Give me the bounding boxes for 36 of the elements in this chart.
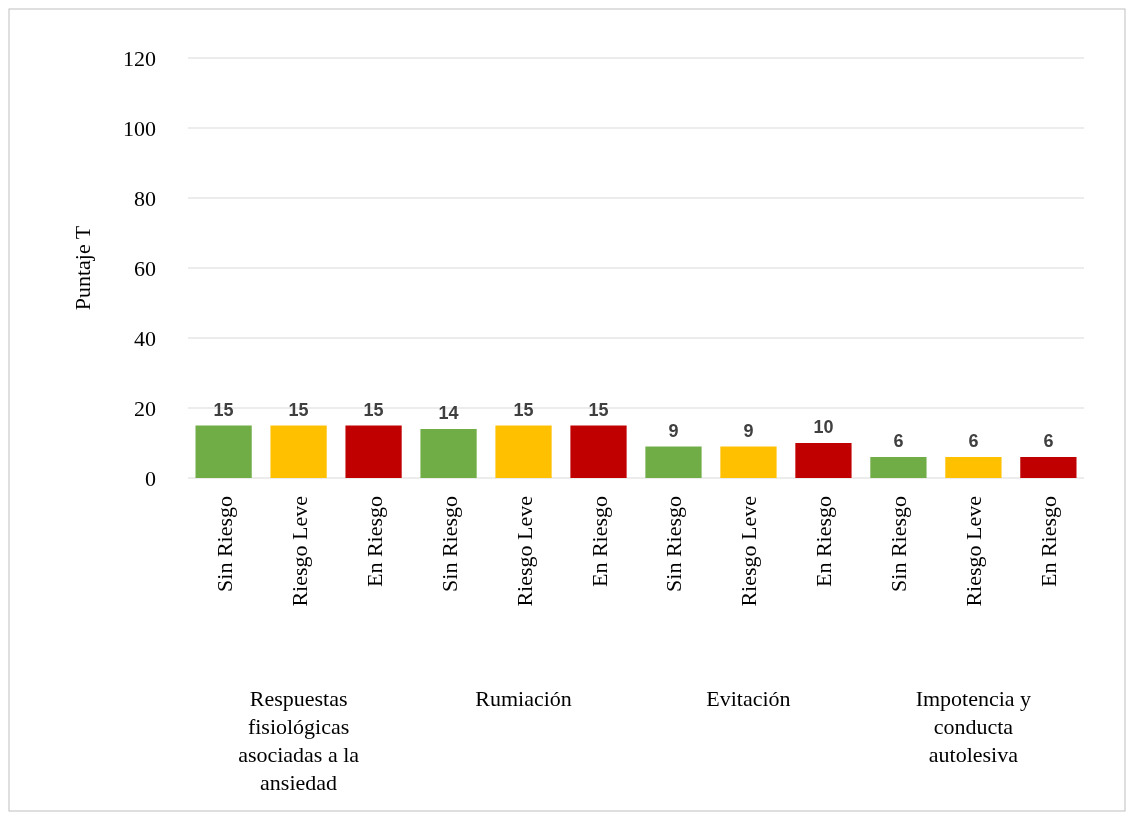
text: Respuestas fisiológicas asociadas a la ansiedad xyxy=(238,686,360,795)
y-axis-title: Puntaje T xyxy=(70,225,95,311)
data-label: 15 xyxy=(288,399,309,420)
y-tick-label: 120 xyxy=(123,45,156,71)
data-label: 14 xyxy=(438,403,459,423)
x-tick-label: En Riesgo xyxy=(361,496,387,588)
text: Evitación xyxy=(706,686,791,711)
data-label: 6 xyxy=(968,431,979,451)
text: Rumiación xyxy=(475,686,572,711)
y-tick-label: 20 xyxy=(134,395,156,421)
y-tick-label: 60 xyxy=(134,255,156,281)
x-tick-label: En Riesgo xyxy=(586,496,612,588)
x-tick-label: Sin Riesgo xyxy=(661,496,687,592)
x-tick-label: Riesgo Leve xyxy=(286,496,312,607)
data-label: 6 xyxy=(1043,431,1054,451)
data-label: 6 xyxy=(893,431,904,451)
x-tick-label: En Riesgo xyxy=(1036,496,1062,588)
data-label: 15 xyxy=(363,399,384,420)
y-tick-label: 100 xyxy=(123,115,156,141)
data-label: 9 xyxy=(743,420,754,441)
data-label: 15 xyxy=(513,399,534,420)
data-label: 15 xyxy=(588,399,609,420)
y-tick-label: 0 xyxy=(145,465,156,491)
x-tick-label: Sin Riesgo xyxy=(436,496,462,592)
y-tick-label: 40 xyxy=(134,325,156,351)
data-label: 15 xyxy=(213,399,234,420)
text: Impotencia y conducta autolesiva xyxy=(915,686,1032,767)
y-tick-label: 80 xyxy=(134,185,156,211)
data-label: 9 xyxy=(668,420,679,441)
x-tick-label: Riesgo Leve xyxy=(511,496,537,607)
data-label: 10 xyxy=(813,417,834,437)
x-tick-label: Sin Riesgo xyxy=(886,496,912,592)
x-tick-label: Riesgo Leve xyxy=(961,496,987,607)
x-tick-label: Riesgo Leve xyxy=(736,496,762,607)
x-tick-label: Sin Riesgo xyxy=(211,496,237,592)
x-tick-label: En Riesgo xyxy=(811,496,837,588)
